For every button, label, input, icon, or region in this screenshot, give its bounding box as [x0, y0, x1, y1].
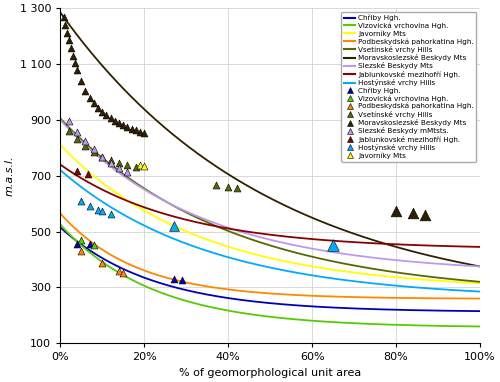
Point: [102, 112, 110, 118]
Point: [82, 138, 90, 144]
Point: [111, 118, 119, 124]
Point: [329, 242, 337, 248]
Point: [66, 45, 74, 51]
Point: [69, 53, 77, 59]
Point: [115, 165, 123, 171]
X-axis label: % of geomorphological unit area: % of geomorphological unit area: [179, 368, 362, 378]
Point: [73, 241, 81, 247]
Point: [90, 242, 98, 248]
Point: [422, 212, 430, 218]
Point: [77, 78, 85, 84]
Point: [119, 270, 127, 276]
Point: [73, 66, 81, 73]
Point: [94, 105, 102, 111]
Point: [86, 203, 94, 209]
Point: [140, 163, 148, 169]
Point: [82, 87, 90, 94]
Point: [64, 37, 72, 43]
Point: [115, 268, 123, 274]
Point: [106, 211, 114, 217]
Point: [115, 160, 123, 166]
Point: [136, 162, 144, 168]
Point: [124, 124, 132, 130]
Point: [63, 30, 71, 36]
Point: [178, 277, 186, 283]
Point: [64, 118, 72, 124]
Point: [140, 129, 148, 136]
Point: [106, 160, 114, 166]
Legend: Chřiby Hgh., Vizovická vrchovina Hgh., Javorníky Mts, Podbeskydská pahorkatina H: Chřiby Hgh., Vizovická vrchovina Hgh., J…: [342, 12, 476, 162]
Point: [84, 171, 92, 177]
Point: [128, 126, 136, 132]
Point: [98, 154, 106, 160]
Point: [77, 238, 85, 244]
Point: [124, 169, 132, 175]
Point: [170, 276, 177, 282]
Point: [409, 209, 417, 215]
Point: [232, 185, 240, 191]
Point: [62, 22, 70, 28]
Point: [71, 60, 79, 66]
Point: [115, 120, 123, 126]
Point: [98, 260, 106, 266]
Point: [98, 154, 106, 160]
Point: [73, 136, 81, 142]
Point: [77, 198, 85, 204]
Point: [136, 128, 144, 134]
Point: [124, 162, 132, 168]
Point: [224, 184, 232, 190]
Point: [90, 146, 98, 152]
Point: [170, 223, 177, 229]
Point: [98, 209, 106, 215]
Point: [82, 143, 90, 149]
Point: [106, 115, 114, 121]
Point: [60, 13, 68, 19]
Point: [86, 94, 94, 100]
Point: [94, 207, 102, 213]
Point: [86, 241, 94, 247]
Point: [98, 109, 106, 115]
Point: [132, 127, 140, 133]
Point: [90, 100, 98, 106]
Point: [132, 164, 140, 170]
Point: [77, 248, 85, 254]
Y-axis label: m.a.s.l.: m.a.s.l.: [4, 155, 14, 196]
Point: [119, 122, 127, 128]
Point: [106, 157, 114, 163]
Point: [392, 207, 400, 214]
Point: [73, 128, 81, 134]
Point: [73, 168, 81, 174]
Point: [90, 149, 98, 155]
Point: [212, 181, 220, 188]
Point: [64, 128, 72, 134]
